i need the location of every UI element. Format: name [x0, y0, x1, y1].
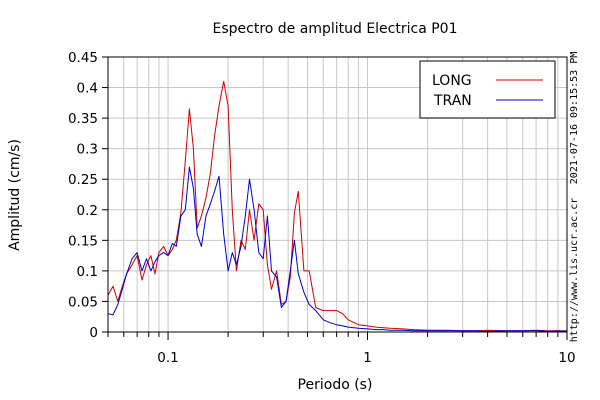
x-tick-label: 10: [558, 350, 575, 366]
series-line-tran: [107, 166, 568, 332]
y-tick-labels: 0 0.05 0.1 0.15 0.2 0.25 0.3 0.35 0.4 0.45: [68, 50, 98, 341]
y-tick-label: 0.25: [68, 172, 98, 188]
y-tick-label: 0.1: [77, 264, 98, 280]
data-series: [107, 80, 568, 332]
y-tick-label: 0.35: [68, 111, 98, 127]
y-tick-label: 0.4: [77, 81, 98, 97]
x-tick-label: 0.1: [157, 350, 178, 366]
plot-frame: [107, 56, 568, 333]
y-tick-label: 0.15: [68, 233, 98, 249]
y-tick-label: 0.05: [68, 294, 98, 310]
y-axis-title: Amplitud (cm/s): [7, 139, 23, 251]
y-tick-label: 0.45: [68, 50, 98, 66]
legend-box: [419, 60, 556, 119]
x-tick-label: 1: [363, 350, 372, 366]
y-tick-label: 0.3: [77, 142, 98, 158]
x-tick-labels: 0.1 1 10: [157, 350, 575, 366]
axis-ticks: [102, 56, 568, 340]
series-line-long: [107, 80, 567, 332]
legend: LONG TRAN: [419, 60, 556, 119]
legend-label-long: LONG: [432, 73, 472, 89]
y-tick-label: 0: [89, 325, 98, 341]
source-url-label: http://www.lis.ucr.ac.cr: [569, 198, 580, 343]
y-tick-label: 0.2: [77, 203, 98, 219]
timestamp-label: 2021-07-16 09:15:53 PM: [569, 52, 580, 184]
x-axis-title: Periodo (s): [298, 377, 373, 393]
grid-lines: [107, 56, 567, 333]
legend-label-tran: TRAN: [433, 93, 472, 109]
chart-title: Espectro de amplitud Electrica P01: [213, 21, 458, 37]
